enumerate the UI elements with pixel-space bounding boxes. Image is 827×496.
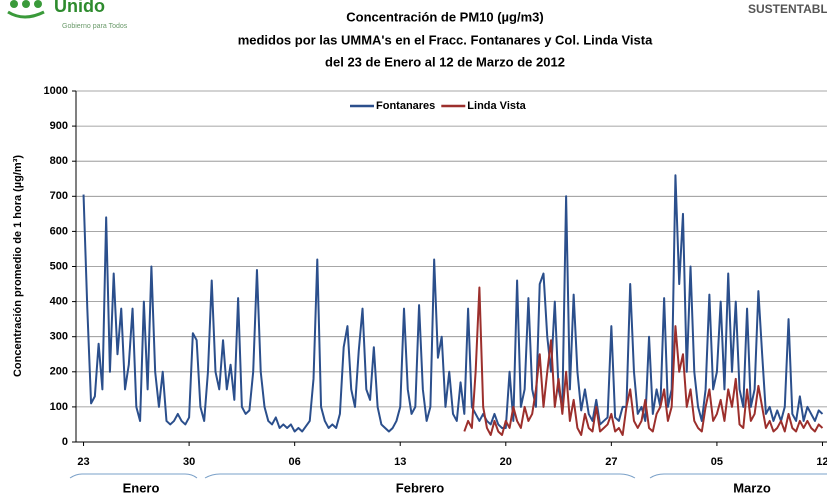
x-tick-label: 20 <box>500 456 512 468</box>
y-tick-label: 900 <box>50 120 68 132</box>
x-tick-label: 27 <box>605 456 617 468</box>
y-tick-label: 800 <box>50 155 68 167</box>
series-line <box>82 174 824 433</box>
y-tick-label: 400 <box>50 296 68 308</box>
x-tick-label: 13 <box>394 456 406 468</box>
month-label: Enero <box>123 480 160 495</box>
y-tick-label: 1000 <box>44 85 68 97</box>
chart-title: medidos por las UMMA's en el Fracc. Font… <box>238 32 653 47</box>
x-tick-label: 05 <box>711 456 723 468</box>
plot-area <box>82 174 824 436</box>
y-tick-label: 500 <box>50 260 68 272</box>
month-label: Febrero <box>396 480 444 495</box>
y-tick-label: 300 <box>50 331 68 343</box>
y-tick-label: 200 <box>50 366 68 378</box>
legend-label: Fontanares <box>376 100 435 112</box>
month-arrows <box>69 473 827 479</box>
y-tick-label: 600 <box>50 225 68 237</box>
y-tick-label: 700 <box>50 190 68 202</box>
legend-label: Linda Vista <box>467 100 526 112</box>
series-line <box>463 286 824 436</box>
slogan: Gobierno para Todos <box>62 23 128 30</box>
x-tick-label: 23 <box>77 456 89 468</box>
logo <box>7 0 45 19</box>
chart-title: Concentración de PM10 (µg/m3) <box>346 9 543 24</box>
brand: Unido <box>54 0 105 16</box>
y-tick-label: 100 <box>50 401 68 413</box>
x-tick-label: 06 <box>289 456 301 468</box>
chart-title: del 23 de Enero al 12 de Marzo de 2012 <box>325 54 565 69</box>
section-title: SUSTENTABL <box>748 2 827 16</box>
x-tick-label: 30 <box>183 456 195 468</box>
y-tick-label: 0 <box>62 436 68 448</box>
month-label: Marzo <box>733 480 771 495</box>
x-tick-label: 12 <box>816 456 827 468</box>
y-axis-label: Concentración promedio de 1 hora (µg/m³) <box>12 155 24 377</box>
